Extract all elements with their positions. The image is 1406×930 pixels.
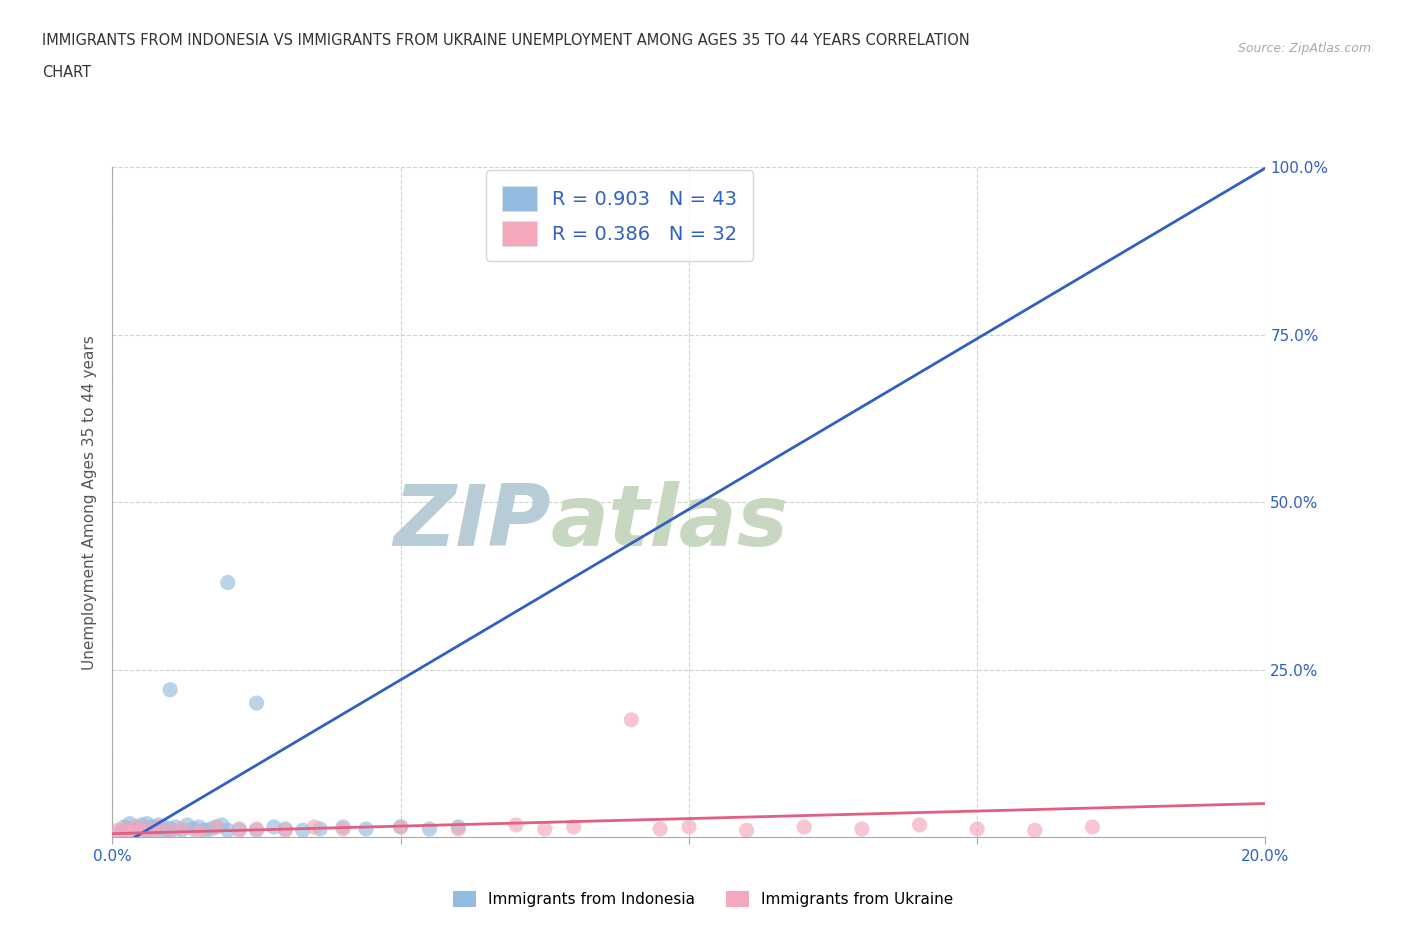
Point — [211, 817, 233, 832]
Text: atlas: atlas — [551, 481, 789, 564]
Point — [188, 819, 211, 834]
Point — [205, 819, 228, 834]
Point — [153, 823, 176, 838]
Point — [851, 821, 873, 836]
Point — [533, 821, 555, 836]
Point — [159, 821, 181, 836]
Point — [181, 821, 204, 836]
Point — [136, 817, 159, 831]
Point — [142, 819, 165, 834]
Y-axis label: Unemployment Among Ages 35 to 44 years: Unemployment Among Ages 35 to 44 years — [82, 335, 97, 670]
Point — [107, 823, 129, 838]
Point — [170, 823, 193, 838]
Point — [142, 824, 165, 839]
Point — [274, 823, 297, 838]
Point — [118, 817, 141, 831]
Point — [112, 823, 135, 838]
Point — [159, 683, 181, 698]
Point — [188, 824, 211, 839]
Point — [170, 821, 193, 836]
Text: IMMIGRANTS FROM INDONESIA VS IMMIGRANTS FROM UKRAINE UNEMPLOYMENT AMONG AGES 35 : IMMIGRANTS FROM INDONESIA VS IMMIGRANTS … — [42, 33, 970, 47]
Point — [735, 823, 758, 838]
Point — [304, 819, 326, 834]
Point — [205, 819, 228, 834]
Point — [562, 819, 585, 834]
Point — [159, 823, 181, 838]
Point — [332, 821, 354, 836]
Point — [1081, 819, 1104, 834]
Point — [505, 817, 527, 832]
Point — [124, 819, 146, 834]
Point — [274, 821, 297, 836]
Point — [217, 575, 239, 590]
Point — [148, 821, 170, 836]
Point — [124, 819, 146, 834]
Point — [228, 821, 250, 836]
Point — [159, 824, 181, 839]
Point — [447, 821, 470, 836]
Point — [107, 824, 129, 839]
Point — [153, 819, 176, 834]
Point — [678, 819, 700, 834]
Point — [148, 819, 170, 834]
Point — [389, 819, 412, 834]
Point — [129, 817, 153, 832]
Point — [112, 819, 135, 834]
Text: ZIP: ZIP — [392, 481, 551, 564]
Point — [176, 817, 198, 832]
Point — [648, 821, 672, 836]
Point — [447, 819, 470, 834]
Point — [291, 823, 314, 838]
Point — [165, 819, 187, 834]
Point — [228, 823, 250, 838]
Point — [217, 823, 239, 838]
Point — [419, 821, 441, 836]
Point — [142, 824, 165, 839]
Point — [263, 819, 285, 834]
Point — [129, 823, 153, 838]
Point — [136, 821, 159, 836]
Point — [309, 821, 332, 836]
Point — [124, 824, 146, 839]
Point — [620, 712, 643, 727]
Point — [136, 821, 159, 836]
Point — [245, 821, 267, 836]
Point — [118, 821, 141, 836]
Legend: R = 0.903   N = 43, R = 0.386   N = 32: R = 0.903 N = 43, R = 0.386 N = 32 — [486, 170, 754, 261]
Point — [245, 696, 267, 711]
Point — [332, 819, 354, 834]
Point — [793, 819, 815, 834]
Point — [389, 819, 412, 834]
Point — [118, 824, 141, 839]
Point — [245, 823, 267, 838]
Point — [908, 817, 931, 832]
Point — [1024, 823, 1046, 838]
Point — [354, 821, 377, 836]
Point — [194, 823, 217, 838]
Legend: Immigrants from Indonesia, Immigrants from Ukraine: Immigrants from Indonesia, Immigrants fr… — [447, 884, 959, 913]
Text: CHART: CHART — [42, 65, 91, 80]
Text: Source: ZipAtlas.com: Source: ZipAtlas.com — [1237, 42, 1371, 55]
Point — [129, 823, 153, 838]
Point — [148, 817, 170, 832]
Point — [112, 821, 135, 836]
Point — [200, 821, 222, 836]
Point — [966, 821, 988, 836]
